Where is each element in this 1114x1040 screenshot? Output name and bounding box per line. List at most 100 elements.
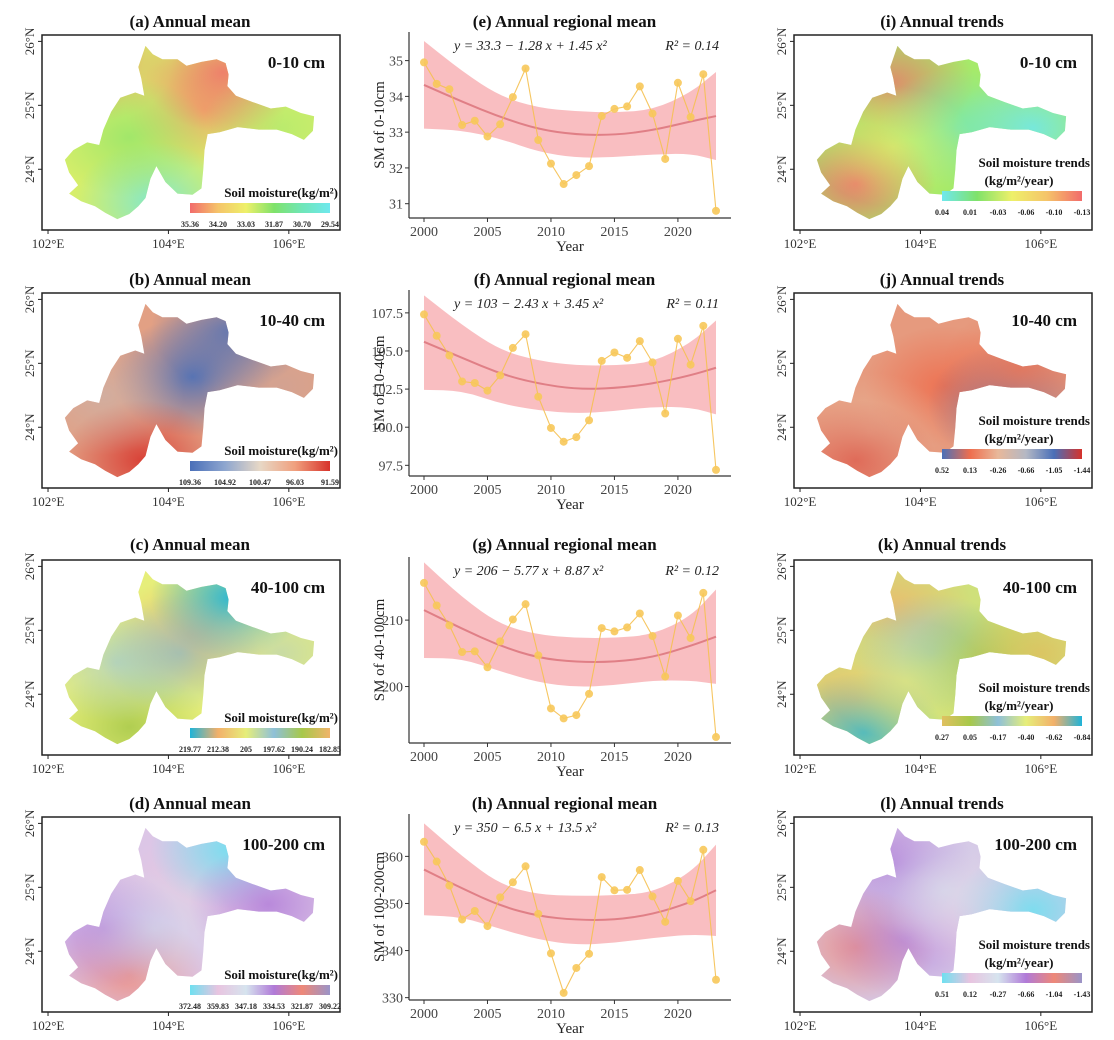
- data-point: [508, 93, 517, 102]
- x-tick-label: 104°E: [152, 494, 185, 509]
- data-point: [712, 206, 720, 215]
- data-point: [572, 711, 581, 720]
- confidence-band: [424, 40, 716, 161]
- legend-tick-label: 31.87: [265, 220, 283, 229]
- map-panel-a: (a) Annual mean 102°E 104°E 106°E 26°N 25°N 24…: [22, 12, 341, 251]
- fit-curve: [423, 609, 717, 663]
- map-panel-i: (i) Annual trends 102°E 104°E 106°E 26°N 25°N…: [774, 12, 1093, 251]
- legend-colorbar: [190, 461, 330, 471]
- legend-tick-label: -0.40: [1018, 733, 1035, 742]
- data-point: [572, 433, 581, 442]
- map-field-blob: [826, 620, 987, 741]
- data-point: [432, 331, 441, 340]
- x-tick-label: 102°E: [32, 761, 65, 776]
- y-axis-label: SM of 0-10cm: [372, 81, 388, 169]
- x-tick-label: 2015: [600, 483, 628, 498]
- fit-curve: [423, 84, 717, 136]
- data-point: [521, 330, 530, 339]
- data-point: [496, 893, 505, 902]
- panel-title: (a) Annual mean: [130, 12, 251, 31]
- legend-tick-label: -0.66: [1018, 990, 1035, 999]
- x-tick-label: 104°E: [152, 236, 185, 251]
- data-point: [661, 917, 670, 926]
- data-point: [623, 353, 632, 362]
- legend-tick-label: 190.24: [291, 745, 313, 754]
- legend-tick-label: 372.48: [179, 1002, 201, 1011]
- r-squared: R² = 0.12: [664, 564, 719, 579]
- legend-tick-label: 0.52: [935, 466, 949, 475]
- data-point: [648, 632, 657, 641]
- x-tick-label: 104°E: [904, 1018, 937, 1033]
- data-point: [546, 949, 555, 958]
- legend-title: Soil moisture(kg/m²): [224, 967, 338, 982]
- y-tick-label: 24°N: [22, 413, 37, 441]
- panel-title: (i) Annual trends: [880, 12, 1004, 31]
- data-point: [635, 609, 644, 618]
- x-tick-label: 2005: [473, 225, 501, 240]
- y-tick-label: 25°N: [22, 91, 37, 119]
- legend-tick-label: -0.06: [1018, 208, 1035, 217]
- data-point: [496, 120, 505, 129]
- legend-tick-label: 219.77: [179, 745, 201, 754]
- data-point: [623, 623, 632, 632]
- legend-tick-label: -0.62: [1046, 733, 1063, 742]
- x-tick-label: 2015: [600, 225, 628, 240]
- data-point: [534, 909, 543, 918]
- map-panel-j: (j) Annual trends 102°E 104°E 106°E 26°N 25°N…: [774, 270, 1093, 509]
- panel-title: (k) Annual trends: [878, 535, 1007, 554]
- data-point: [458, 121, 467, 129]
- legend-title: Soil moisture trends: [979, 413, 1090, 428]
- legend-tick-label: 33.03: [237, 220, 255, 229]
- legend-colorbar: [190, 728, 330, 738]
- data-point: [673, 78, 682, 87]
- y-tick-label: 25°N: [22, 873, 37, 901]
- regression-equation: y = 206 − 5.77 x + 8.87 x²: [452, 564, 604, 579]
- panel-title: (b) Annual mean: [129, 270, 251, 289]
- depth-label: 10-40 cm: [1011, 311, 1077, 330]
- data-point: [559, 180, 568, 189]
- legend-tick-label: 109.36: [179, 478, 201, 487]
- data-point: [585, 689, 594, 698]
- x-tick-label: 2015: [600, 750, 628, 765]
- data-point: [458, 647, 467, 656]
- x-tick-label: 106°E: [273, 494, 306, 509]
- legend-tick-label: 0.04: [935, 208, 949, 217]
- x-axis-label: Year: [556, 1021, 584, 1037]
- legend-tick-label: 0.05: [963, 733, 977, 742]
- x-tick-label: 104°E: [152, 1018, 185, 1033]
- y-tick-label: 360: [382, 850, 403, 865]
- data-point: [597, 873, 606, 882]
- data-point: [470, 647, 479, 656]
- data-point: [559, 714, 568, 723]
- legend-tick-label: -0.84: [1074, 733, 1091, 742]
- map-field-blob: [74, 868, 235, 989]
- depth-label: 10-40 cm: [259, 311, 325, 330]
- legend-tick-label: 0.12: [963, 990, 977, 999]
- legend-tick-label: 30.70: [293, 220, 311, 229]
- data-point: [699, 70, 708, 79]
- x-tick-label: 106°E: [273, 236, 306, 251]
- data-point: [534, 392, 543, 401]
- data-point: [635, 866, 644, 875]
- x-tick-label: 2010: [537, 225, 565, 240]
- y-tick-label: 26°N: [774, 285, 789, 313]
- data-point: [585, 949, 594, 958]
- data-point: [483, 663, 492, 672]
- legend-tick-label: 100.47: [249, 478, 271, 487]
- data-point: [712, 465, 720, 474]
- legend-tick-label: 91.59: [321, 478, 339, 487]
- legend-tick-label: 0.27: [935, 733, 949, 742]
- x-tick-label: 2010: [537, 750, 565, 765]
- data-point: [597, 112, 606, 121]
- y-tick-label: 26°N: [22, 809, 37, 837]
- y-tick-label: 32: [389, 162, 403, 177]
- x-tick-label: 104°E: [904, 494, 937, 509]
- y-tick-label: 24°N: [22, 680, 37, 708]
- legend-tick-label: 34.20: [209, 220, 227, 229]
- legend-units: (kg/m²/year): [985, 955, 1054, 970]
- y-tick-label: 102.5: [372, 383, 403, 398]
- y-tick-label: 97.5: [379, 459, 404, 474]
- data-point: [521, 862, 530, 871]
- y-tick-label: 26°N: [774, 552, 789, 580]
- x-tick-label: 2000: [410, 750, 438, 765]
